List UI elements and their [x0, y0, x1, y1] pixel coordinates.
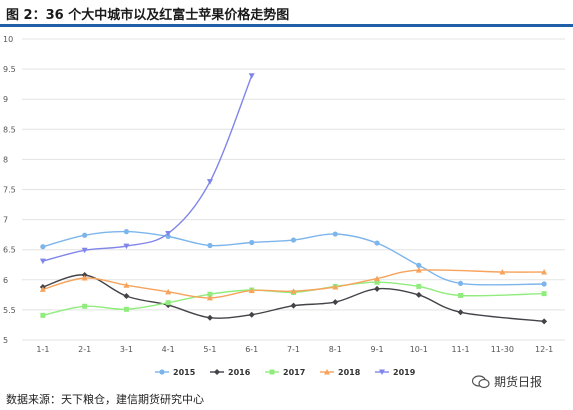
x-tick-label: 11-1 [451, 345, 469, 354]
data-point-2017 [123, 306, 129, 312]
data-point-2016 [541, 318, 548, 325]
data-point-2016 [332, 299, 339, 306]
y-axis-tick-labels: 5 5.5 6 6.5 7 7.5 8 8.5 9 9.5 10 [3, 35, 16, 345]
data-point-2019 [123, 243, 130, 250]
legend-item-label: 2015 [173, 368, 196, 377]
legend-item-label: 2016 [228, 368, 251, 377]
data-point-2015 [457, 280, 464, 287]
data-point-2016 [374, 285, 381, 292]
x-tick-label: 1-1 [36, 345, 49, 354]
data-point-2016 [290, 302, 297, 309]
data-point-2015 [207, 242, 213, 249]
data-point-2015 [541, 281, 547, 287]
x-axis-tick-labels: 1-1 2-1 3-1 4-1 5-1 6-1 7-1 8-1 9-1 10-1 11-1 11-30… [36, 345, 553, 354]
data-point-2019 [206, 179, 213, 185]
data-point-2017 [40, 312, 46, 318]
y-tick-label: 5 [3, 336, 8, 345]
y-tick-label: 10 [3, 35, 13, 44]
title-rule [0, 24, 573, 27]
wechat-icon [472, 374, 490, 388]
data-point-2015 [40, 244, 46, 250]
grid-lines [22, 38, 565, 341]
data-point-2016 [81, 271, 88, 278]
series-markers [39, 73, 548, 325]
data-point-2016 [123, 293, 130, 300]
data-point-2015 [374, 240, 380, 246]
data-point-2019 [81, 247, 88, 254]
y-tick-label: 9.5 [3, 65, 16, 74]
data-point-2018 [39, 286, 46, 292]
data-point-2015 [123, 229, 130, 235]
x-tick-label: 2-1 [78, 345, 91, 354]
data-point-2018 [290, 288, 297, 294]
data-point-2018 [332, 284, 339, 290]
legend-item-label: 2017 [283, 368, 305, 377]
line-chart: 5 5.5 6 6.5 7 7.5 8 8.5 9 9.5 10 1-1 2-1 3-1 4-1 5-1 6-… [3, 35, 565, 377]
legend: 2015 2016 2017 2018 2019 [155, 368, 416, 377]
data-point-2017 [458, 292, 464, 298]
legend-swatch-marker [269, 369, 275, 375]
x-tick-label: 12-1 [535, 345, 553, 354]
data-point-2018 [206, 294, 213, 301]
legend-swatch-marker [324, 369, 330, 375]
y-tick-label: 9 [3, 95, 8, 104]
data-point-2018 [541, 268, 548, 275]
x-tick-label: 7-1 [287, 345, 300, 354]
data-point-2019 [248, 73, 255, 79]
chart-title: 图 2：36 个大中城市以及红富士苹果价格走势图 [6, 8, 290, 23]
y-tick-label: 8.5 [3, 125, 16, 134]
data-point-2019 [165, 230, 172, 237]
data-point-2016 [248, 311, 255, 318]
data-point-2015 [82, 232, 88, 238]
data-point-2017 [165, 300, 171, 306]
series-line-2016 [42, 274, 545, 322]
data-point-2016 [415, 291, 422, 298]
x-tick-label: 4-1 [162, 345, 175, 354]
data-point-2016 [457, 309, 464, 316]
data-point-2016 [206, 314, 213, 321]
data-point-2015 [416, 262, 422, 268]
x-tick-label: 11-30 [491, 345, 514, 354]
data-point-2017 [374, 279, 380, 285]
data-point-2018 [248, 287, 255, 294]
data-point-2017 [207, 291, 213, 297]
legend-swatch-marker [214, 369, 220, 375]
x-tick-label: 3-1 [120, 345, 133, 354]
data-point-2017 [82, 303, 88, 309]
x-tick-label: 6-1 [245, 345, 258, 354]
x-tick-label: 5-1 [203, 345, 216, 354]
source-note: 数据来源：天下粮仓，建信期货研究中心 [6, 393, 204, 406]
x-tick-label: 8-1 [329, 345, 342, 354]
data-point-2018 [123, 282, 130, 288]
data-point-2018 [81, 274, 88, 281]
x-tick-label: 9-1 [370, 345, 383, 354]
legend-swatch-marker [379, 369, 385, 375]
data-point-2015 [332, 231, 338, 237]
series-lines [42, 75, 545, 322]
data-point-2017 [416, 283, 422, 289]
data-point-2017 [541, 291, 547, 297]
y-tick-label: 6.5 [3, 246, 16, 255]
data-point-2015 [249, 239, 255, 246]
y-tick-label: 8 [3, 155, 8, 164]
data-point-2018 [165, 288, 172, 295]
watermark-text: 期货日报 [494, 375, 543, 389]
legend-item-label: 2018 [338, 368, 361, 377]
data-point-2015 [165, 233, 171, 240]
data-point-2018 [415, 267, 422, 273]
y-tick-label: 7 [3, 216, 8, 225]
y-tick-label: 5.5 [3, 306, 16, 315]
series-line-2018 [42, 269, 545, 299]
y-tick-label: 6 [3, 276, 8, 285]
x-tick-label: 10-1 [410, 345, 428, 354]
watermark: 期货日报 [472, 373, 542, 390]
data-point-2019 [39, 258, 46, 265]
data-point-2015 [290, 237, 297, 243]
data-point-2018 [499, 268, 506, 275]
data-point-2018 [374, 275, 381, 282]
legend-swatch-marker [159, 369, 165, 375]
legend-item-label: 2019 [393, 368, 416, 377]
y-tick-label: 7.5 [3, 186, 16, 195]
